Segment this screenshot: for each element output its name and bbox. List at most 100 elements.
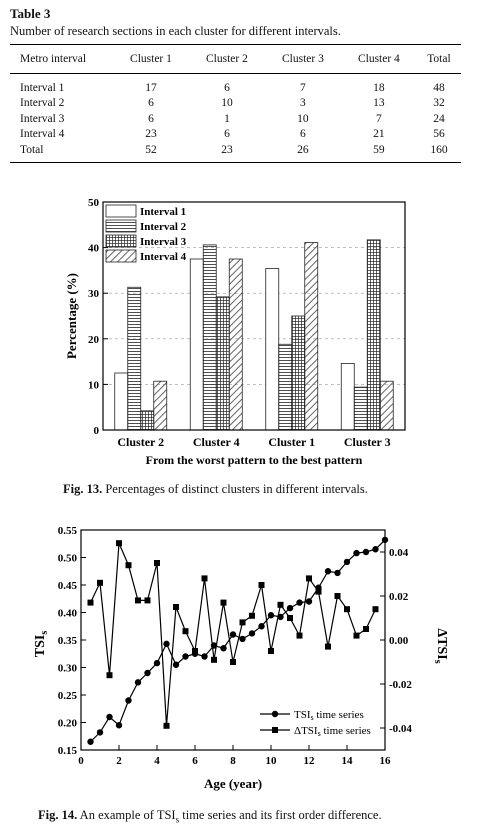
legend-swatch [105, 219, 137, 233]
left-y-tick-label: 0.20 [58, 718, 78, 730]
column-header: Cluster 3 [264, 44, 341, 74]
bar [127, 286, 142, 431]
table-cell: 56 [433, 128, 445, 141]
table-cell: Total [10, 142, 113, 163]
fig14-caption-text-a: An example of TSI [77, 808, 176, 822]
data-point [229, 631, 237, 638]
bar [340, 363, 355, 431]
bar [291, 315, 306, 431]
bar [353, 386, 368, 431]
left-y-tick-label: 0.30 [58, 663, 78, 675]
table-cell: 7 [300, 81, 306, 94]
data-point [239, 619, 246, 626]
fig13-caption-text: Percentages of distinct clusters in diff… [102, 482, 368, 496]
table-label: Table 3 [10, 6, 51, 21]
y-tick-label: 20 [88, 334, 100, 346]
table-cell: 26 [264, 142, 341, 163]
data-point [372, 606, 379, 613]
right-y-tick-label: -0.04 [389, 723, 412, 735]
data-point [305, 598, 313, 605]
bar [379, 380, 394, 431]
left-y-tick-label: 0.35 [58, 635, 78, 647]
data-point [267, 612, 275, 619]
data-point [173, 604, 179, 610]
fig14-caption-sub: s [175, 814, 180, 825]
data-point [296, 632, 303, 639]
legend-swatch [105, 249, 137, 263]
data-point [258, 623, 265, 630]
table-cell: 10 [221, 97, 233, 110]
left-y-tick-label: 0.45 [58, 580, 78, 592]
table-row-total: Total 52 23 26 59 160 [10, 142, 461, 163]
table-cell: 6 [224, 81, 230, 94]
column-header: Cluster 1 [113, 44, 189, 74]
bar [215, 296, 230, 431]
data-point [362, 548, 370, 556]
data-point [220, 645, 227, 652]
data-point [286, 604, 294, 612]
legend-entry-delta-tsi: ΔTSIs time series [294, 725, 371, 738]
data-point [182, 628, 189, 635]
legend-swatch [105, 204, 137, 218]
x-tick-label: 10 [266, 755, 278, 767]
data-point [106, 713, 113, 721]
table-cell: 6 [300, 128, 306, 141]
column-header: Metro interval [10, 44, 113, 74]
table-cell: 59 [340, 142, 417, 163]
table-cell: 48 [433, 81, 445, 94]
data-point [163, 640, 170, 648]
data-point [172, 661, 180, 668]
legend-circle-marker [271, 710, 279, 718]
data-point [315, 588, 322, 595]
table-cell: 10 [297, 112, 309, 125]
right-y-tick-label: 0.02 [389, 591, 409, 603]
fig14-caption-label: Fig. 14. [38, 808, 78, 822]
data-point [116, 540, 122, 547]
legend-swatch [105, 234, 137, 248]
data-point [343, 558, 351, 566]
data-table: Metro interval Cluster 1 Cluster 2 Clust… [10, 44, 461, 163]
x-tick-label: 14 [342, 755, 354, 767]
data-point [134, 679, 142, 686]
data-point [353, 549, 360, 557]
data-point [381, 536, 389, 544]
delta-tsi-series [87, 540, 379, 729]
table-cell: 17 [145, 81, 157, 94]
data-point [363, 626, 369, 632]
legend: Interval 1 Interval 2 Interval 3 Interval 4 [105, 204, 187, 263]
x-tick-label: Cluster 4 [193, 435, 240, 449]
legend-entry-tsi: TSIs time series [294, 709, 364, 722]
tsi-series [87, 536, 389, 745]
data-point [87, 599, 94, 606]
left-y-tick-label: 0.15 [58, 745, 78, 757]
legend: TSIs time series ΔTSIs time series [260, 709, 371, 738]
table-header-row: Metro interval Cluster 1 Cluster 2 Clust… [10, 44, 461, 74]
data-point [125, 697, 132, 704]
table-cell: 6 [148, 97, 154, 110]
fig13-caption: Fig. 13. Percentages of distinct cluster… [63, 482, 368, 497]
data-point [115, 722, 123, 729]
data-point [96, 729, 104, 736]
bar [228, 258, 243, 431]
legend-entry: Interval 1 [140, 206, 186, 218]
data-point [220, 599, 227, 606]
data-point [144, 669, 151, 677]
x-tick-label: 8 [230, 755, 236, 767]
bar [189, 258, 204, 431]
bar [366, 239, 381, 431]
table-cell: 6 [148, 112, 154, 125]
data-point [334, 593, 341, 599]
column-header: Cluster 2 [188, 44, 265, 74]
x-tick-label: 4 [154, 755, 160, 767]
data-point [306, 575, 312, 582]
x-tick-label: 0 [78, 755, 84, 767]
data-point [201, 575, 208, 582]
bar [153, 380, 168, 431]
x-tick-label: 2 [116, 755, 122, 767]
table-cell: 23 [188, 142, 265, 163]
data-point [154, 560, 160, 566]
bar [278, 343, 293, 431]
left-y-axis-label: TSIs [33, 631, 50, 658]
data-point [125, 562, 132, 569]
table-cell: 18 [373, 81, 385, 94]
